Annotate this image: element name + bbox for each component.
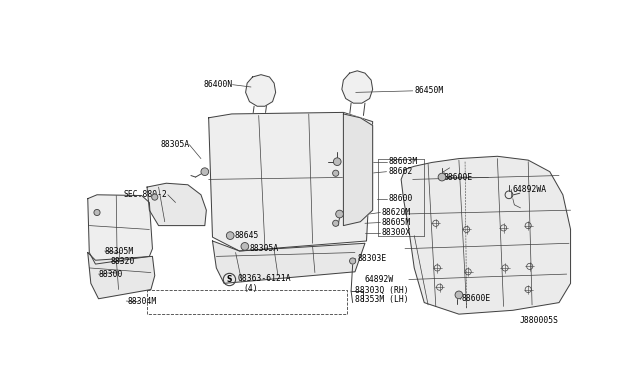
Polygon shape <box>88 195 152 264</box>
Text: SEC.880-2: SEC.880-2 <box>124 190 168 199</box>
Text: 88600: 88600 <box>388 194 412 203</box>
Text: 88353M (LH): 88353M (LH) <box>355 295 408 304</box>
Text: 88603M: 88603M <box>388 157 417 166</box>
Text: 88645: 88645 <box>234 231 259 240</box>
Polygon shape <box>344 114 372 225</box>
Text: 64892W: 64892W <box>365 275 394 284</box>
Text: S: S <box>227 275 232 284</box>
Circle shape <box>438 173 446 181</box>
Polygon shape <box>212 241 365 283</box>
Polygon shape <box>88 253 155 299</box>
Circle shape <box>201 168 209 176</box>
Text: 88303E: 88303E <box>357 254 387 263</box>
Polygon shape <box>209 112 372 251</box>
Polygon shape <box>147 183 206 225</box>
Text: (4): (4) <box>243 284 258 293</box>
Text: 88600E: 88600E <box>444 173 473 182</box>
Circle shape <box>349 258 356 264</box>
Text: 88305A: 88305A <box>160 140 189 149</box>
Polygon shape <box>342 71 372 103</box>
Text: 88600E: 88600E <box>462 294 492 303</box>
Text: 88303Q (RH): 88303Q (RH) <box>355 286 408 295</box>
Text: 86450M: 86450M <box>414 86 444 95</box>
Text: 88605M: 88605M <box>382 218 411 227</box>
Text: 86400N: 86400N <box>204 80 232 89</box>
Polygon shape <box>401 156 570 314</box>
Circle shape <box>333 170 339 176</box>
Circle shape <box>455 291 463 299</box>
Circle shape <box>241 243 249 250</box>
Text: 88304M: 88304M <box>128 296 157 305</box>
Text: 88305A: 88305A <box>250 244 278 253</box>
Circle shape <box>94 209 100 216</box>
Circle shape <box>333 158 341 166</box>
Text: J880005S: J880005S <box>520 316 559 325</box>
Circle shape <box>227 232 234 240</box>
Text: 88305M: 88305M <box>105 247 134 256</box>
Text: 88300: 88300 <box>99 270 123 279</box>
Text: 64892WA: 64892WA <box>513 185 547 194</box>
Text: 88620M: 88620M <box>382 208 411 217</box>
Circle shape <box>152 194 158 200</box>
Text: 08363-6121A: 08363-6121A <box>237 274 291 283</box>
Circle shape <box>336 210 344 218</box>
Polygon shape <box>246 75 276 106</box>
Text: 88602: 88602 <box>388 167 412 176</box>
Text: 88320: 88320 <box>111 257 135 266</box>
Text: 88300X: 88300X <box>382 228 411 237</box>
Circle shape <box>333 220 339 226</box>
